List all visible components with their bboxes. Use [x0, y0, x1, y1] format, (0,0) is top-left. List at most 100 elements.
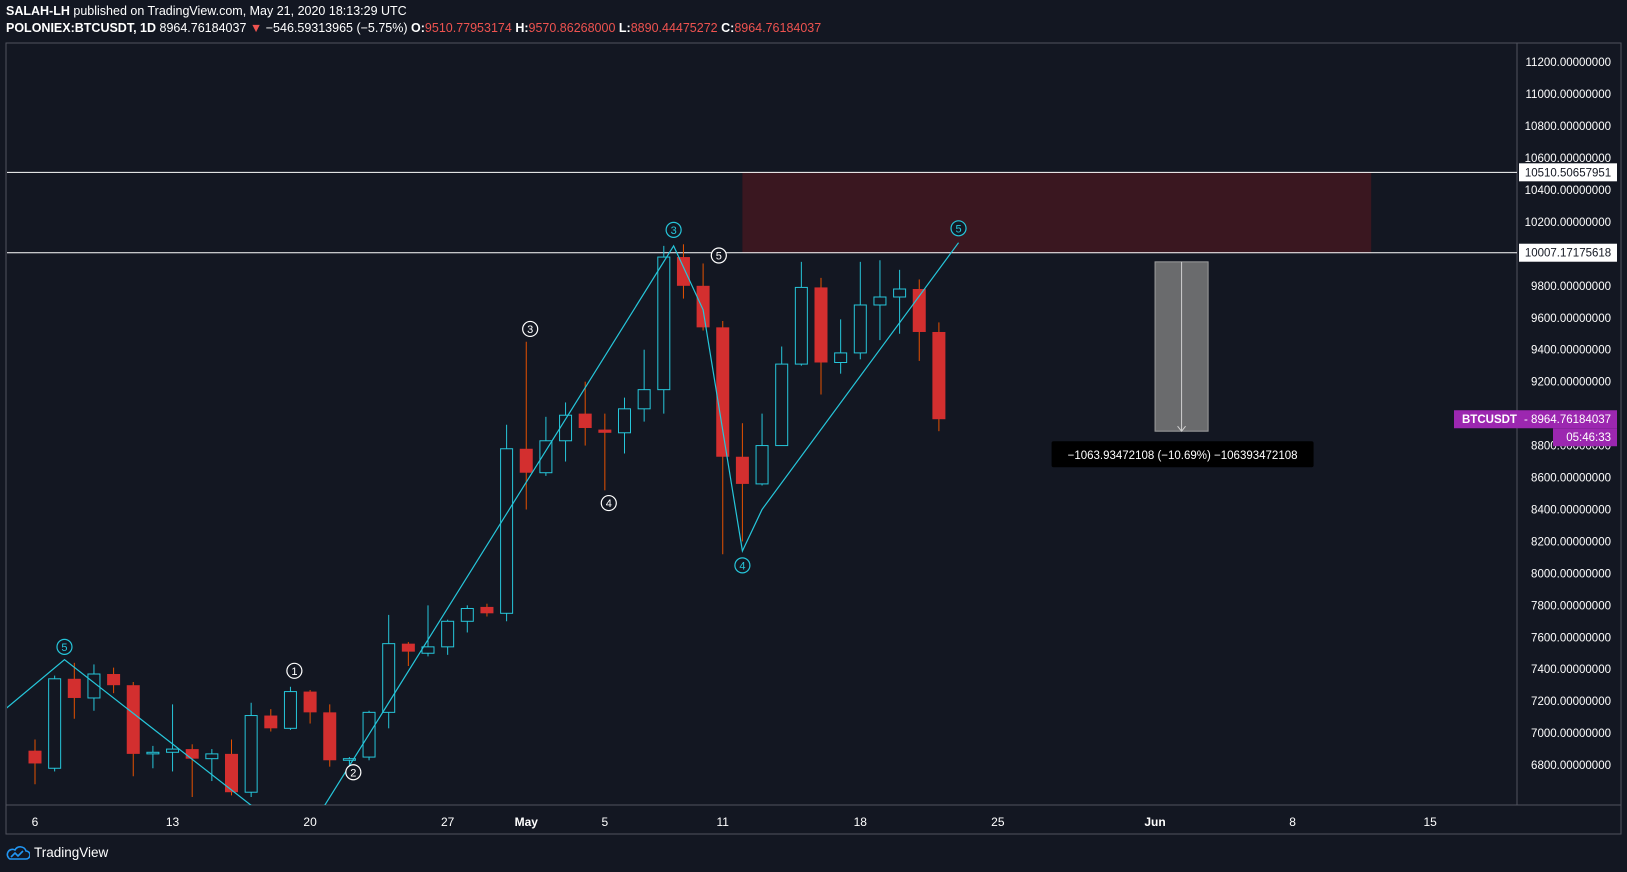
wave-label-text: 2 [350, 767, 356, 779]
wave-label-text: 4 [739, 560, 745, 572]
wave-label-circle [665, 221, 682, 239]
candle-body-up [794, 286, 808, 365]
candle-body-up [657, 256, 671, 391]
price-tick-label: 9200.00000000 [1531, 377, 1611, 389]
candle-body-down [696, 285, 710, 328]
candle-body-down [225, 753, 238, 793]
candle-body-down [716, 327, 730, 457]
wave-label-text: 4 [606, 498, 612, 510]
publisher-name[interactable]: SALAH-LH [6, 4, 70, 18]
price-tick-label: 10800.00000000 [1525, 121, 1611, 133]
current-price-symbol: BTCUSDT [1462, 414, 1517, 426]
candle-body-down [578, 413, 592, 428]
price-tick-label: 8000.00000000 [1531, 568, 1611, 580]
wave-label-circle [600, 494, 617, 512]
time-tick-label: 27 [441, 815, 455, 829]
candle-body-up [637, 389, 651, 410]
price-tick-label: 7200.00000000 [1531, 696, 1611, 708]
price-tick-label: 8600.00000000 [1531, 473, 1611, 485]
time-tick-label: 5 [602, 815, 609, 829]
candle-body-down [676, 257, 690, 286]
wave-label-circle [710, 247, 727, 264]
price-chart[interactable]: 5 3 4 5 1 2 3 4 5 −1063.93472108 (−10.69%) −1063… [0, 0, 1627, 840]
candle-body-down [126, 685, 140, 754]
candle-body-up [166, 748, 180, 753]
measure-label-text: −1063.93472108 (−10.69%) −106393472108 [1068, 450, 1298, 462]
wave-label-text: 5 [716, 250, 722, 262]
level-price-badge [1519, 243, 1617, 262]
candle-body-down [323, 712, 337, 761]
wave-label-circle [950, 220, 967, 237]
close-label: C: [721, 21, 735, 35]
price-tick-label: 9400.00000000 [1531, 345, 1611, 357]
candle-body-up [460, 608, 474, 622]
time-tick-label: 8 [1289, 815, 1296, 829]
price-tick-label: 7800.00000000 [1531, 600, 1611, 612]
candle-body-up [618, 408, 631, 434]
wave-label-text: 3 [527, 324, 533, 336]
level-price-badge-text: 10007.17175618 [1525, 248, 1611, 260]
candle-body-down [107, 674, 121, 686]
wave-label-text: 5 [61, 642, 67, 654]
open-value: 9510.77953174 [424, 21, 512, 35]
level-price-badge-text: 10510.50657951 [1525, 167, 1611, 179]
resistance-zone [742, 172, 1372, 253]
high-value: 9570.86268000 [528, 21, 616, 35]
candle-body-up [244, 715, 258, 793]
wave-label-circle [56, 638, 73, 655]
candle-body-up [834, 352, 848, 363]
tradingview-cloud-icon [6, 845, 30, 860]
time-tick-label: May [515, 815, 539, 829]
low-label: L: [618, 21, 631, 35]
candle-body-up [853, 304, 867, 354]
last-price: 8964.76184037 [159, 21, 247, 35]
time-tick-label: 18 [854, 815, 868, 829]
candle-body-down [932, 331, 946, 420]
price-tick-label: 9600.00000000 [1531, 313, 1611, 325]
candle-body-up [500, 448, 514, 614]
publish-info: SALAH-LH published on TradingView.com, M… [6, 4, 407, 18]
time-tick-label: 20 [303, 815, 317, 829]
time-tick-label: 25 [991, 815, 1005, 829]
candle-body-down [814, 287, 828, 363]
candle-body-down [401, 643, 415, 652]
candle-body-up [205, 753, 219, 760]
wave-label-text: 1 [291, 666, 297, 678]
level-price-badge [1519, 163, 1617, 182]
candle-body-up [873, 296, 887, 306]
candle-body-down [480, 606, 494, 614]
candle-body-up [421, 646, 435, 654]
candle-body-down [28, 750, 42, 764]
time-tick-label: 15 [1423, 815, 1437, 829]
price-tick-label: 6800.00000000 [1531, 760, 1611, 772]
price-tick-label: 10600.00000000 [1525, 153, 1611, 165]
price-tick-label: 8400.00000000 [1531, 504, 1611, 516]
candle-body-down [519, 448, 533, 473]
price-tick-label: 7400.00000000 [1531, 664, 1611, 676]
elliott-wave-line [7, 658, 252, 805]
candle-body-up [48, 678, 62, 769]
open-label: O: [411, 21, 425, 35]
down-triangle-icon: ▼ [249, 21, 263, 35]
wave-label-circle [345, 764, 362, 781]
wave-label-text: 3 [671, 225, 677, 237]
price-tick-label: 8200.00000000 [1531, 536, 1611, 548]
high-label: H: [515, 21, 529, 35]
candle-body-up [539, 440, 553, 474]
candle-body-up [755, 445, 769, 485]
symbol-label: POLONIEX:BTCUSDT, 1D [6, 21, 157, 35]
published-text: published on TradingView.com, May 21, 20… [73, 4, 407, 18]
price-change: −546.59313965 (−5.75%) [265, 21, 408, 35]
candle-body-down [598, 429, 612, 433]
candle-body-up [382, 643, 396, 713]
low-value: 8890.44475272 [630, 21, 718, 35]
candle-body-up [441, 620, 455, 648]
time-tick-label: Jun [1144, 815, 1165, 829]
current-price-badge [1454, 410, 1617, 429]
candle-body-up [146, 751, 160, 755]
wave-label-circle [734, 557, 751, 574]
tradingview-logo[interactable]: TradingView [6, 845, 108, 860]
elliott-wave-line [324, 242, 960, 805]
price-tick-label: 7000.00000000 [1531, 728, 1611, 740]
current-price-value: - 8964.76184037 [1524, 414, 1611, 426]
